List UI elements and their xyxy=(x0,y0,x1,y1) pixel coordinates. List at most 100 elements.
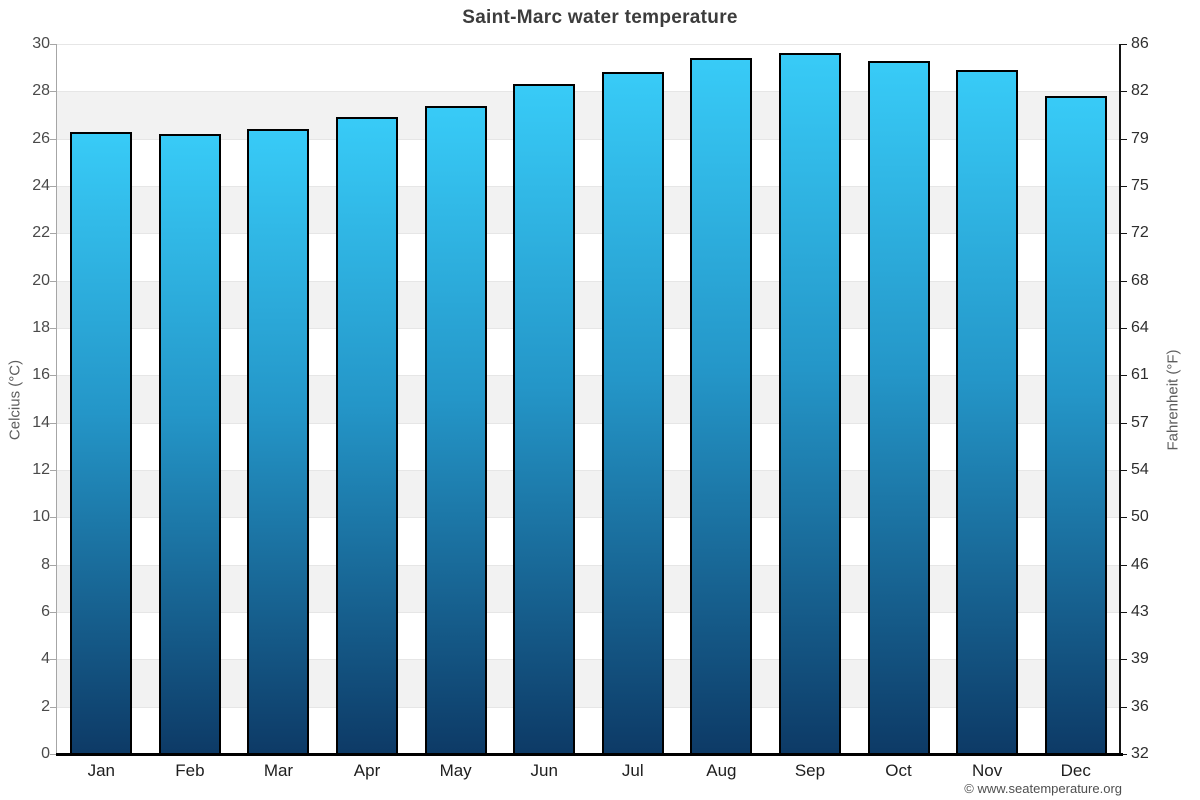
fahrenheit-tick-label: 61 xyxy=(1131,366,1149,384)
month-label-nov: Nov xyxy=(972,761,1003,780)
shaded-grid-band xyxy=(57,280,1120,328)
bottom-axis-line xyxy=(56,753,1123,756)
fahrenheit-tick-mark xyxy=(1121,186,1127,187)
month-label-oct: Oct xyxy=(885,761,912,780)
celsius-tick-label: 22 xyxy=(32,224,50,242)
grid-band xyxy=(57,328,1120,375)
fahrenheit-tick-mark xyxy=(1121,612,1127,613)
celsius-tick-mark xyxy=(50,564,57,566)
plot-area xyxy=(57,44,1120,754)
celsius-tick-mark xyxy=(50,328,57,329)
grid-band xyxy=(57,517,1120,564)
celsius-tick-label: 24 xyxy=(32,177,50,194)
month-label-jun: Jun xyxy=(530,761,558,780)
fahrenheit-tick-mark xyxy=(1121,233,1127,235)
celsius-tick-label: 28 xyxy=(32,82,50,100)
month-label-mar: Mar xyxy=(263,761,294,780)
fahrenheit-tick-label: 43 xyxy=(1131,603,1149,620)
copyright-text: © www.seatemperature.org xyxy=(964,781,1122,796)
celsius-tick-label: 8 xyxy=(41,555,50,573)
shaded-grid-band xyxy=(57,470,1120,518)
celsius-tick-mark xyxy=(50,375,57,377)
bar-jun xyxy=(513,84,576,754)
celsius-tick-mark xyxy=(50,138,57,140)
bar-nov xyxy=(956,70,1019,754)
bar-dec xyxy=(1044,96,1107,754)
fahrenheit-tick-mark xyxy=(1121,280,1127,282)
celsius-tick-mark xyxy=(50,754,57,755)
bar-jul xyxy=(601,72,664,754)
fahrenheit-tick-mark xyxy=(1121,564,1127,566)
fahrenheit-tick-mark xyxy=(1121,422,1127,424)
grid-band xyxy=(57,138,1120,186)
celsius-tick-label: 10 xyxy=(32,508,50,526)
fahrenheit-tick-mark xyxy=(1121,754,1127,755)
grid-band xyxy=(57,706,1120,754)
shaded-grid-band xyxy=(57,659,1120,707)
fahrenheit-tick-label: 79 xyxy=(1131,129,1149,147)
grid-band xyxy=(57,44,1120,91)
celsius-tick-mark xyxy=(50,659,57,661)
fahrenheit-tick-mark xyxy=(1121,138,1127,140)
celsius-tick-mark xyxy=(50,233,57,235)
month-label-may: May xyxy=(439,761,472,780)
celsius-tick-label: 20 xyxy=(32,271,50,289)
celsius-tick-mark xyxy=(50,470,57,471)
month-label-sep: Sep xyxy=(794,761,826,780)
fahrenheit-tick-mark xyxy=(1121,91,1127,93)
fahrenheit-tick-label: 39 xyxy=(1131,650,1149,668)
fahrenheit-axis-title: Fahrenheit (°F) xyxy=(1164,349,1182,451)
bar-may xyxy=(424,105,487,754)
celsius-tick-mark xyxy=(50,186,57,187)
month-label-feb: Feb xyxy=(175,761,205,780)
fahrenheit-tick-label: 68 xyxy=(1131,271,1149,289)
celsius-tick-mark xyxy=(50,280,57,282)
celsius-tick-label: 2 xyxy=(41,697,50,715)
fahrenheit-tick-mark xyxy=(1121,706,1127,708)
right-axis-line xyxy=(1119,44,1121,756)
fahrenheit-tick-label: 36 xyxy=(1131,697,1149,715)
fahrenheit-tick-mark xyxy=(1121,44,1127,45)
celsius-tick-label: 14 xyxy=(32,413,50,431)
fahrenheit-tick-label: 57 xyxy=(1131,413,1149,431)
celsius-tick-mark xyxy=(50,517,57,519)
bar-apr xyxy=(336,117,399,754)
shaded-grid-band xyxy=(57,375,1120,423)
fahrenheit-tick-label: 75 xyxy=(1131,177,1149,194)
grid-band xyxy=(57,233,1120,280)
grid-band xyxy=(57,612,1120,659)
fahrenheit-tick-label: 86 xyxy=(1131,35,1149,52)
shaded-grid-band xyxy=(57,564,1120,612)
left-axis-line xyxy=(56,44,57,756)
shaded-grid-band xyxy=(57,186,1120,234)
fahrenheit-tick-mark xyxy=(1121,328,1127,329)
fahrenheit-tick-label: 54 xyxy=(1131,461,1149,478)
month-label-jan: Jan xyxy=(87,761,115,780)
fahrenheit-tick-label: 72 xyxy=(1131,224,1149,242)
bar-feb xyxy=(158,133,221,754)
celsius-tick-label: 4 xyxy=(41,650,50,668)
celsius-tick-mark xyxy=(50,44,57,45)
bar-oct xyxy=(867,60,930,754)
celsius-tick-label: 26 xyxy=(32,129,50,147)
fahrenheit-tick-mark xyxy=(1121,659,1127,661)
month-label-jul: Jul xyxy=(621,761,644,780)
bar-sep xyxy=(778,53,841,754)
fahrenheit-tick-label: 46 xyxy=(1131,555,1149,573)
shaded-grid-band xyxy=(57,91,1120,139)
celsius-tick-mark xyxy=(50,91,57,93)
fahrenheit-tick-mark xyxy=(1121,517,1127,519)
celsius-tick-mark xyxy=(50,706,57,708)
bar-aug xyxy=(690,58,753,754)
fahrenheit-tick-mark xyxy=(1121,470,1127,471)
celsius-tick-label: 6 xyxy=(41,603,50,620)
fahrenheit-tick-label: 64 xyxy=(1131,319,1149,336)
month-label-dec: Dec xyxy=(1060,761,1091,780)
fahrenheit-tick-label: 50 xyxy=(1131,508,1149,526)
bar-mar xyxy=(247,129,310,754)
celsius-tick-label: 16 xyxy=(32,366,50,384)
celsius-tick-mark xyxy=(50,422,57,424)
bar-jan xyxy=(70,131,133,754)
celsius-tick-mark xyxy=(50,612,57,613)
